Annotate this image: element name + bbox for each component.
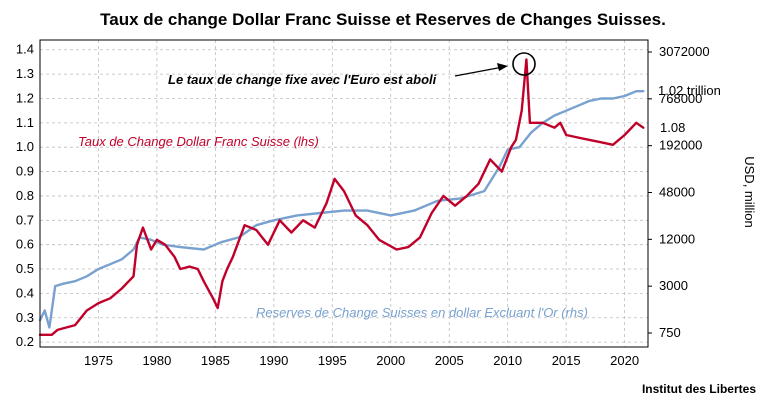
peg-annotation: Le taux de change fixe avec l'Euro est a…: [168, 72, 437, 87]
right-axis-label: USD, million: [742, 156, 757, 228]
y-left-tick-label: 1.4: [16, 42, 34, 57]
y-right-tick-label: 12000: [659, 231, 695, 246]
x-tick-label: 1985: [201, 353, 230, 368]
peg-arrow: [454, 66, 504, 77]
y-left-tick-label: 1.3: [16, 66, 34, 81]
y-left-tick-label: 1.0: [16, 139, 34, 154]
peg-arrowhead: [497, 63, 508, 71]
y-left-tick-label: 1.2: [16, 90, 34, 105]
y-left-tick-label: 0.4: [16, 285, 34, 300]
x-tick-label: 2015: [552, 353, 581, 368]
y-left-tick-label: 1.1: [16, 115, 34, 130]
x-tick-label: 2005: [435, 353, 464, 368]
lhs-series-annotation: Taux de Change Dollar Franc Suisse (lhs): [78, 134, 319, 149]
rhs-end-label: 1.02 trillion: [658, 83, 721, 98]
y-right-tick-label: 48000: [659, 185, 695, 200]
x-tick-label: 1995: [318, 353, 347, 368]
y-left-tick-label: 0.7: [16, 212, 34, 227]
x-tick-label: 2020: [610, 353, 639, 368]
x-tick-label: 1975: [84, 353, 113, 368]
lhs-end-label: 1.08: [660, 120, 685, 135]
y-right-tick-label: 3072000: [659, 44, 710, 59]
y-right-tick-label: 192000: [659, 138, 702, 153]
y-left-tick-label: 0.9: [16, 164, 34, 179]
chart-title: Taux de change Dollar Franc Suisse et Re…: [100, 10, 666, 29]
x-tick-label: 1980: [142, 353, 171, 368]
series-line-exchange-rate: [38, 58, 645, 336]
y-left-tick-label: 0.6: [16, 237, 34, 252]
x-tick-label: 2010: [493, 353, 522, 368]
y-right-tick-label: 3000: [659, 278, 688, 293]
y-left-tick-label: 0.8: [16, 188, 34, 203]
y-left-tick-label: 0.5: [16, 261, 34, 276]
y-right-tick-label: 750: [659, 325, 681, 340]
series-layer: [38, 58, 645, 336]
gridlines: [40, 40, 648, 347]
x-tick-label: 2000: [376, 353, 405, 368]
y-right-tick-label: 768000: [659, 91, 702, 106]
tick-labels: 0.2 0.3 0.4 0.5 0.6 0.7 0.8 0.9 1.0 1.1 1.2 1.3 1.4 7…: [16, 42, 710, 368]
rhs-series-annotation: Reserves de Change Suisses en dollar Exc…: [256, 305, 588, 320]
axes: [39, 39, 652, 348]
credit-text: Institut des Libertes: [642, 382, 756, 396]
plot-frame: [39, 39, 649, 348]
peg-circle: [512, 52, 536, 76]
x-tick-label: 1990: [259, 353, 288, 368]
y-left-tick-label: 0.3: [16, 310, 34, 325]
y-left-tick-label: 0.2: [16, 334, 34, 349]
